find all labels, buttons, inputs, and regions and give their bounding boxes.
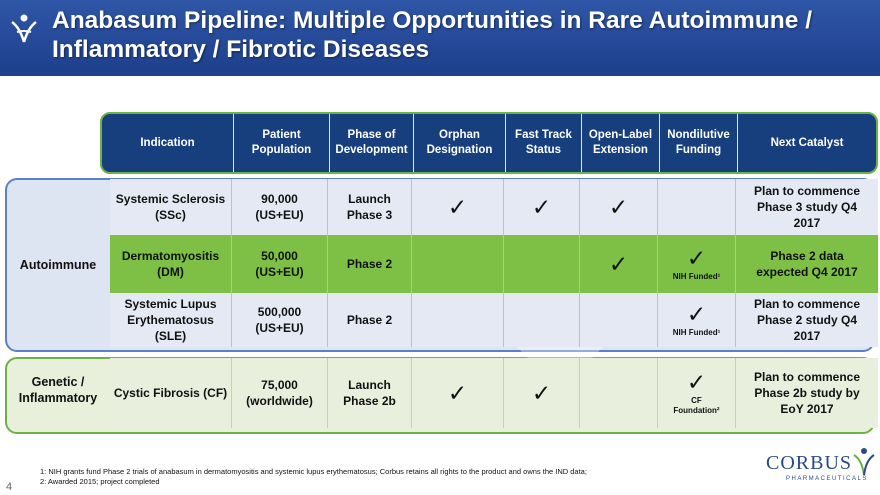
- cell-funding: ✓ CF Foundation²: [658, 358, 736, 428]
- cell-indication: Systemic Sclerosis (SSc): [110, 179, 232, 235]
- cell-funding: [658, 179, 736, 235]
- checkmark-icon: ✓: [686, 245, 707, 271]
- cell-fast-track: ✓: [504, 358, 580, 428]
- table-row: Systemic Lupus Erythematosus (SLE) 500,0…: [110, 293, 878, 347]
- checkmark-icon: ✓: [447, 380, 468, 406]
- cell-catalyst: Plan to commence Phase 2b study by EoY 2…: [753, 370, 861, 416]
- logo-name: CORBUS: [766, 452, 853, 474]
- footnotes: 1: NIH grants fund Phase 2 trials of ana…: [40, 467, 587, 487]
- cell-phase: Phase 2: [328, 293, 412, 347]
- group-label-genetic: Genetic / Inflammatory: [18, 375, 98, 405]
- corbus-mark-icon: [11, 14, 37, 43]
- cell-phase: Launch Phase 3: [328, 179, 412, 235]
- corbus-logo: CORBUS PHARMACEUTICALS: [764, 448, 876, 490]
- cell-population: 75,000 (worldwide): [232, 358, 328, 428]
- checkmark-icon: ✓: [608, 194, 629, 220]
- checkmark-icon: ✓: [686, 301, 707, 327]
- cell-open-label: [580, 358, 658, 428]
- checkmark-icon: ✓: [531, 380, 552, 406]
- title-banner: Anabasum Pipeline: Multiple Opportunitie…: [0, 0, 880, 76]
- header-population: Patient Population: [234, 114, 330, 172]
- cell-catalyst: Plan to commence Phase 3 study Q4 2017: [753, 184, 861, 230]
- cell-population: 50,000 (US+EU): [232, 235, 328, 293]
- cell-fast-track: [504, 235, 580, 293]
- cell-funding: ✓ NIH Funded¹: [658, 293, 736, 347]
- cell-orphan: [412, 235, 504, 293]
- table-header: Indication Patient Population Phase of D…: [100, 112, 878, 174]
- cell-orphan: ✓: [412, 358, 504, 428]
- cell-indication: Systemic Lupus Erythematosus (SLE): [110, 293, 232, 347]
- table-row: Systemic Sclerosis (SSc) 90,000 (US+EU) …: [110, 179, 878, 235]
- cell-fast-track: [504, 293, 580, 347]
- header-open-label: Open-Label Extension: [582, 114, 660, 172]
- cell-population: 90,000 (US+EU): [232, 179, 328, 235]
- group-label-autoimmune: Autoimmune: [19, 258, 97, 272]
- cell-orphan: ✓: [412, 179, 504, 235]
- cell-open-label: [580, 293, 658, 347]
- header-fast-track: Fast Track Status: [506, 114, 582, 172]
- page-title: Anabasum Pipeline: Multiple Opportunitie…: [52, 7, 813, 63]
- checkmark-icon: ✓: [447, 194, 468, 220]
- checkmark-icon: ✓: [531, 194, 552, 220]
- cell-catalyst: Plan to commence Phase 2 study Q4 2017: [753, 297, 861, 343]
- funding-note: CF Foundation²: [673, 396, 720, 415]
- cell-funding: ✓ NIH Funded¹: [658, 235, 736, 293]
- cell-catalyst: Phase 2 data expected Q4 2017: [756, 249, 858, 279]
- header-phase: Phase of Development: [330, 114, 414, 172]
- footnote-2: 2: Awarded 2015; project completed: [40, 477, 160, 486]
- logo-subtitle: PHARMACEUTICALS: [786, 476, 868, 482]
- header-catalyst: Next Catalyst: [770, 136, 844, 149]
- header-indication: Indication: [102, 114, 234, 172]
- funding-note: NIH Funded¹: [672, 272, 721, 281]
- cell-open-label: ✓: [580, 235, 658, 293]
- cell-phase: Phase 2: [328, 235, 412, 293]
- cell-phase: Launch Phase 2b: [328, 358, 412, 428]
- header-funding: Nondilutive Funding: [660, 114, 738, 172]
- checkmark-icon: ✓: [686, 369, 707, 395]
- logo-figure-icon: [853, 448, 875, 476]
- cell-fast-track: ✓: [504, 179, 580, 235]
- table-row: Dermatomyositis (DM) 50,000 (US+EU) Phas…: [110, 235, 878, 293]
- funding-note: NIH Funded¹: [672, 328, 721, 337]
- table-row: Cystic Fibrosis (CF) 75,000 (worldwide) …: [110, 358, 878, 428]
- header-orphan: Orphan Designation: [414, 114, 506, 172]
- cell-population: 500,000 (US+EU): [232, 293, 328, 347]
- cell-open-label: ✓: [580, 179, 658, 235]
- cell-orphan: [412, 293, 504, 347]
- cell-indication: Dermatomyositis (DM): [110, 235, 232, 293]
- cell-indication: Cystic Fibrosis (CF): [110, 358, 232, 428]
- checkmark-icon: ✓: [608, 251, 629, 277]
- footnote-1: 1: NIH grants fund Phase 2 trials of ana…: [40, 467, 587, 476]
- slide-number: 4: [6, 481, 13, 493]
